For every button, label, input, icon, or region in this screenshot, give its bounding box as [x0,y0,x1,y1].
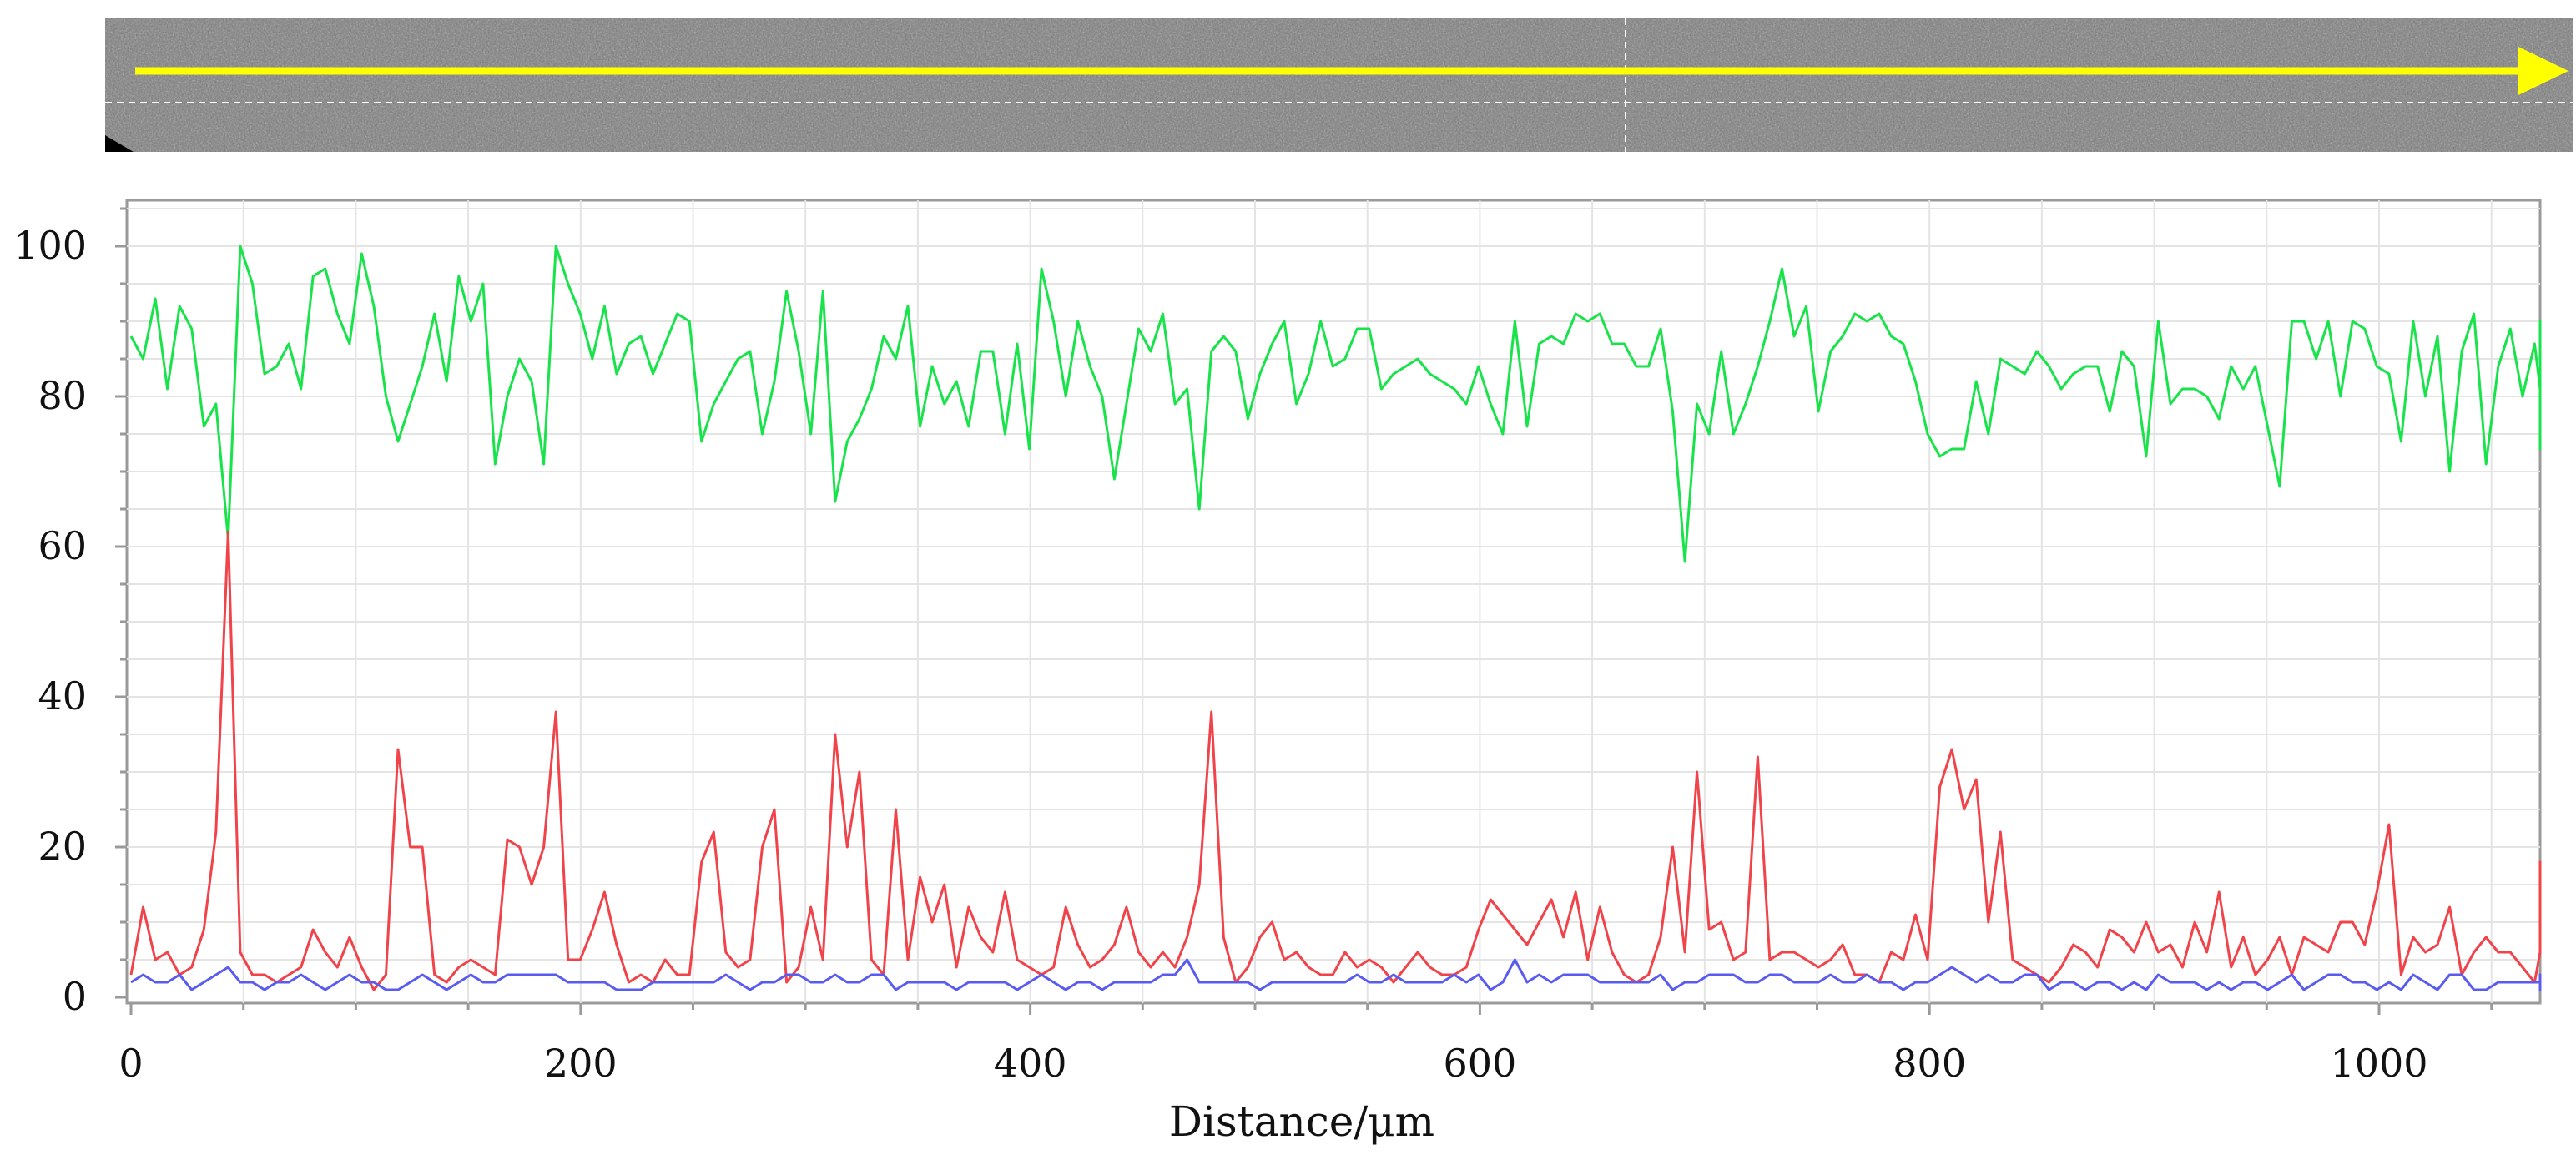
y-tick-label: 100 [13,223,87,268]
red-series-line [129,530,2542,991]
x-tick-label: 200 [544,1041,618,1086]
y-tick-label: 80 [38,373,87,418]
micrograph-corner [105,135,134,152]
x-tick-label: 1000 [2330,1041,2427,1086]
y-tick-label: 60 [38,523,87,568]
green-series-line [129,245,2542,563]
x-axis-title: Distance/μm [1169,1097,1434,1146]
series-layer [129,245,2542,991]
y-tick-label: 40 [38,673,87,719]
gridlines [127,200,2540,1003]
scan-arrow-head [2518,47,2568,95]
x-tick-label: 800 [1893,1041,1966,1086]
x-tick-label: 600 [1443,1041,1516,1086]
blue-series-line [130,958,2542,991]
plot-area [125,199,2542,1005]
micrograph-texture [105,18,2573,152]
y-tick-label: 20 [38,824,87,869]
micrograph-strip [105,18,2573,152]
y-tick-label: 0 [63,974,87,1019]
x-tick-label: 400 [994,1041,1067,1086]
x-tick-label: 0 [118,1041,143,1086]
